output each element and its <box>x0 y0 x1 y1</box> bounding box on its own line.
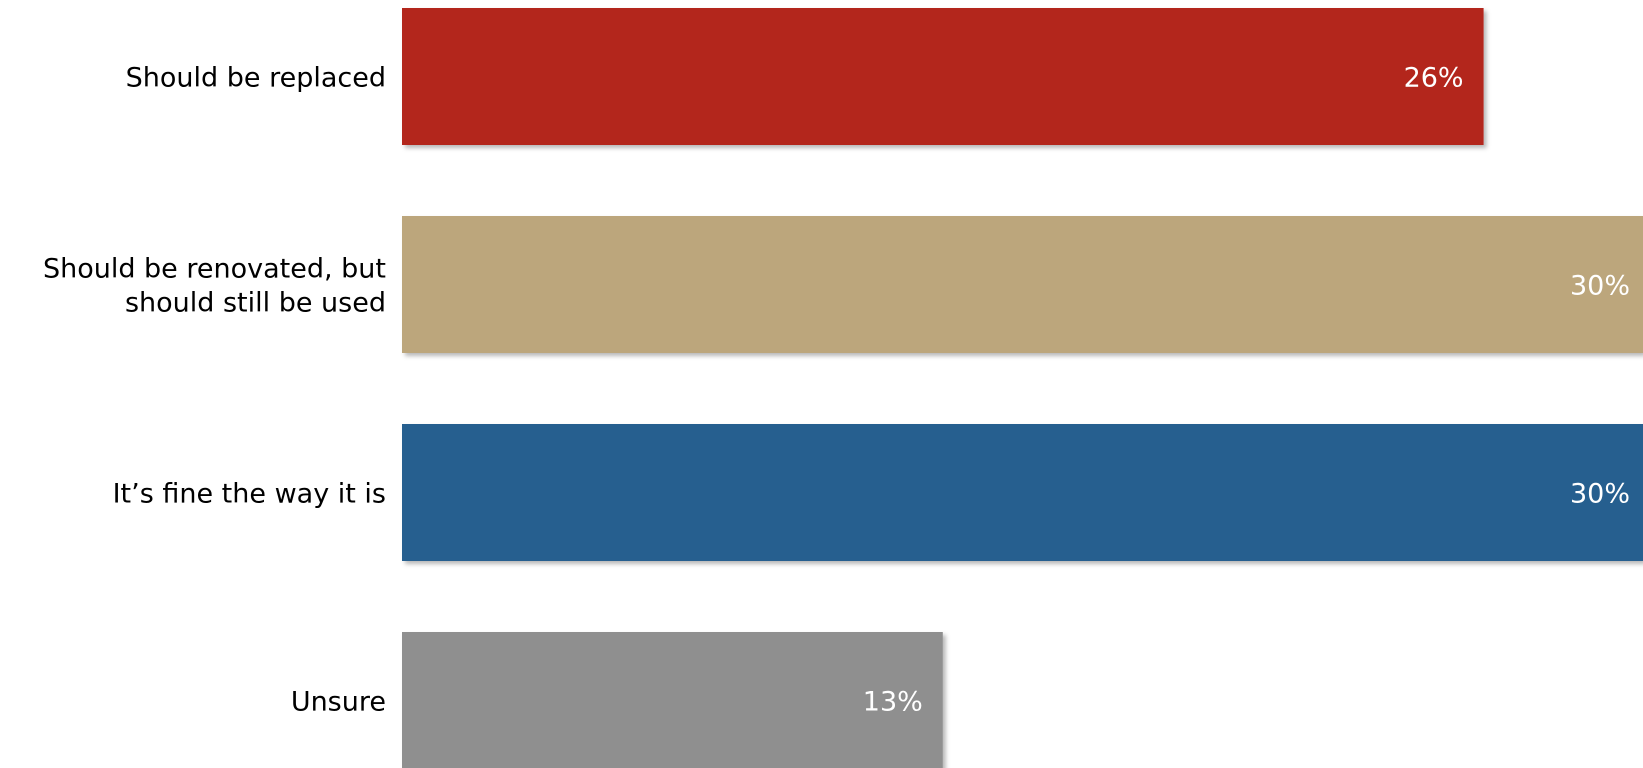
value-labels-group: 26% 30% 30% 13% <box>863 63 1630 718</box>
bar-1 <box>402 8 1484 145</box>
category-label-4: Unsure <box>291 687 386 718</box>
value-label-3: 30% <box>1570 479 1630 510</box>
category-labels-group: Should be replaced Should be renovated, b… <box>43 63 386 718</box>
bar-4 <box>402 632 943 768</box>
value-label-1: 26% <box>1404 63 1464 94</box>
category-label-line: Unsure <box>291 687 386 718</box>
category-label-line: should still be used <box>125 288 386 319</box>
category-label-1: Should be replaced <box>126 63 386 94</box>
value-label-4: 13% <box>863 687 923 718</box>
category-label-line: Should be renovated, but <box>43 254 386 285</box>
value-label-2: 30% <box>1570 271 1630 302</box>
category-label-line: It’s fine the way it is <box>113 479 386 510</box>
category-label-line: Should be replaced <box>126 63 386 94</box>
category-label-3: It’s fine the way it is <box>113 479 386 510</box>
bar-3 <box>402 424 1643 561</box>
category-label-2: Should be renovated, but should still be … <box>43 254 386 319</box>
bars-group <box>402 8 1643 768</box>
bar-2 <box>402 216 1643 353</box>
